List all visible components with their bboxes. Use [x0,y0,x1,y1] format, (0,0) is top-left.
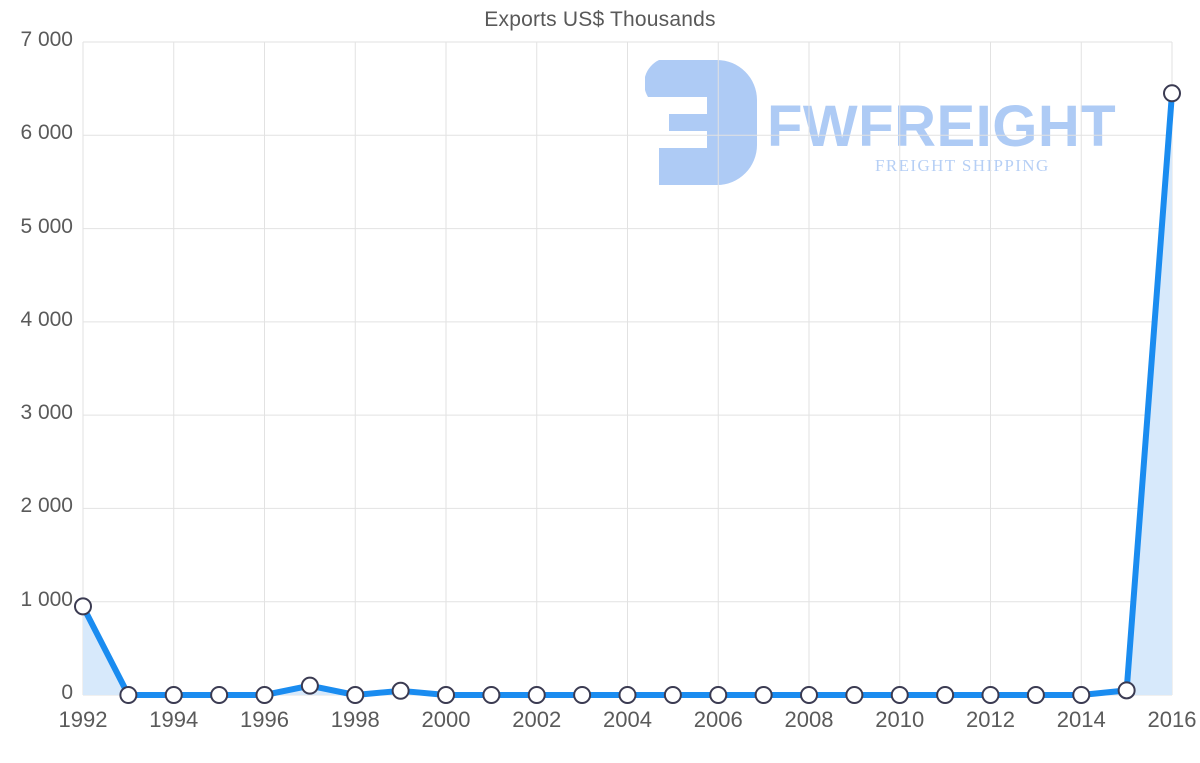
data-point-marker [1163,84,1181,103]
data-point-marker [210,686,229,704]
x-axis-tick-label: 2016 [1147,707,1197,732]
data-point-marker [663,686,682,704]
data-point-marker [618,686,637,704]
data-point-marker [981,686,1000,704]
grid-lines [82,41,1173,696]
x-axis-tick-label: 1998 [330,707,380,732]
data-point-marker [709,686,728,704]
data-point-marker [936,686,955,704]
x-axis-tick-label: 1992 [58,707,108,732]
data-point-marker [1026,686,1045,704]
data-point-marker [800,686,818,704]
y-axis-tick-label: 2 000 [20,494,73,518]
data-point-marker [527,686,546,704]
y-axis-tick-label: 6 000 [20,121,73,145]
x-axis-tick-label: 2002 [512,707,562,732]
data-point-marker [437,686,455,704]
data-point-marker [845,686,864,704]
y-axis-tick-label: 5 000 [20,214,73,238]
data-point-marker [1117,681,1136,700]
data-point-marker [754,686,773,704]
x-axis-tick-label: 2000 [421,707,471,732]
data-point-marker [890,686,909,704]
y-axis-tick-label: 3 000 [20,401,73,425]
y-axis-tick-label: 0 [61,681,73,704]
data-point-marker [74,597,92,616]
data-point-marker [391,681,410,700]
chart-title: Exports US$ Thousands [484,8,716,31]
data-point-marker [1072,686,1091,704]
y-axis-tick-label: 7 000 [20,28,73,51]
y-axis-tick-label: 1 000 [20,587,73,611]
data-point-marker [119,686,138,704]
data-point-marker [573,686,592,704]
data-point-marker [346,686,365,704]
data-point-marker [164,686,183,704]
x-axis-tick-label: 2004 [603,707,652,732]
x-axis-tick-label: 1994 [149,707,199,732]
x-axis-tick-label: 2014 [1056,707,1106,732]
data-point-marker [300,676,319,695]
x-axis-tick-label: 1996 [240,707,289,732]
x-axis-tick-label: 2006 [693,707,743,732]
y-axis-tick-label: 4 000 [20,307,73,331]
data-point-marker [255,686,274,704]
data-markers [74,84,1181,704]
data-point-marker [482,686,501,704]
x-axis-tick-label: 2008 [784,707,834,732]
x-axis-tick-label: 2012 [966,707,1015,732]
x-axis-tick-label: 2010 [875,707,925,732]
